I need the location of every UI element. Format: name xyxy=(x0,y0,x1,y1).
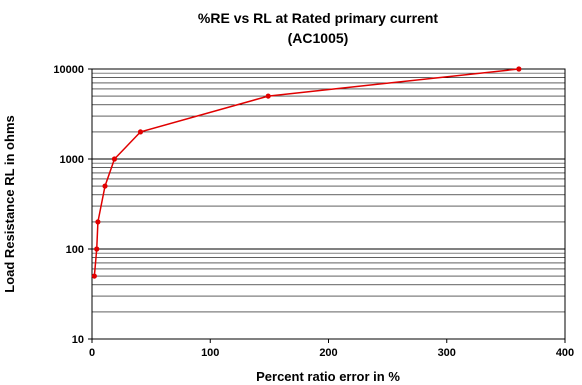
data-point xyxy=(95,219,101,225)
chart-title-line-2: (AC1005) xyxy=(288,30,349,46)
series-line xyxy=(93,68,519,277)
plot-area xyxy=(91,68,566,340)
data-point xyxy=(94,246,100,252)
data-point xyxy=(102,183,108,189)
series-layer xyxy=(91,66,522,279)
y-tick-label: 10000 xyxy=(53,64,84,76)
data-point xyxy=(137,129,144,135)
x-tick-label: 400 xyxy=(556,347,574,359)
y-tick-label: 100 xyxy=(66,244,84,256)
y-tick-label: 1000 xyxy=(60,154,84,166)
data-point xyxy=(516,66,522,72)
data-point xyxy=(265,93,271,99)
x-axis-ticks: 0 100 200 300 400 xyxy=(89,339,574,359)
x-axis-label: Percent ratio error in % xyxy=(256,369,400,384)
y-axis-ticks: 10 100 1000 10000 xyxy=(53,64,92,346)
data-point xyxy=(111,156,118,162)
chart-title-line-1: %RE vs RL at Rated primary current xyxy=(198,10,438,26)
x-tick-label: 0 xyxy=(89,347,95,359)
x-tick-label: 200 xyxy=(319,347,337,359)
y-tick-label: 10 xyxy=(72,334,84,346)
x-tick-label: 100 xyxy=(201,347,219,359)
data-point xyxy=(91,273,97,279)
grid xyxy=(92,72,565,313)
y-axis-label: Load Resistance RL in ohms xyxy=(2,115,17,292)
x-tick-label: 300 xyxy=(438,347,456,359)
